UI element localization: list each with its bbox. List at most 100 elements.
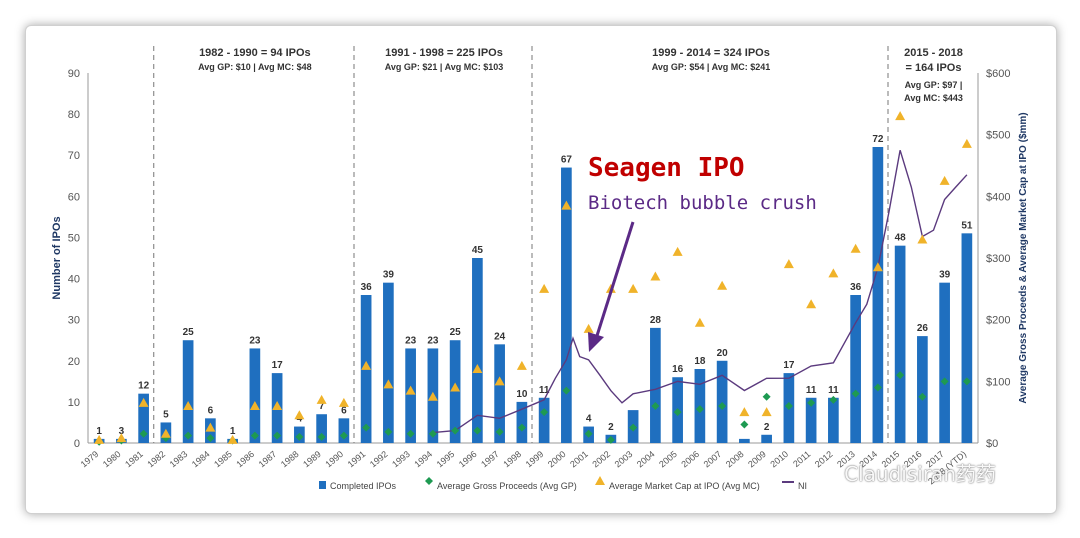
gp-marker xyxy=(317,432,326,441)
x-tick-label: 1991 xyxy=(346,449,368,470)
bar-value-label: 67 xyxy=(561,155,573,166)
y-tick-label: 70 xyxy=(68,150,80,162)
period-label: 1999 - 2014 = 324 IPOs xyxy=(652,47,770,59)
x-tick-label: 1997 xyxy=(479,449,501,470)
gp-marker xyxy=(184,431,193,440)
bar-value-label: 23 xyxy=(249,335,261,346)
legend-label: Average Gross Proceeds (Avg GP) xyxy=(437,481,577,491)
x-tick-label: 1998 xyxy=(501,449,523,470)
gp-marker xyxy=(651,402,660,410)
bar-value-label: 5 xyxy=(163,409,169,420)
annotation-arrow-line xyxy=(593,221,635,343)
period-label: 1982 - 1990 = 94 IPOs xyxy=(199,47,311,59)
mc-marker xyxy=(160,428,171,438)
x-tick-label: 1996 xyxy=(457,449,479,470)
gp-marker xyxy=(718,402,727,410)
mc-marker xyxy=(138,397,149,407)
y2-tick-label: $500 xyxy=(986,130,1010,142)
bar-value-label: 23 xyxy=(427,335,439,346)
x-tick-label: 1979 xyxy=(79,449,101,470)
y-axis-label: Number of IPOs xyxy=(51,216,63,299)
gp-marker xyxy=(695,405,704,414)
bar-value-label: 39 xyxy=(383,270,395,281)
ipo-chart: 0 10 20 30 40 50 60 70 80 90 $0 $100 $200 $300 $400 $50… xyxy=(51,46,1029,491)
gp-marker xyxy=(829,395,838,404)
mc-marker xyxy=(628,283,639,293)
x-tick-label: 1986 xyxy=(234,449,256,470)
mc-marker xyxy=(872,262,883,272)
gp-marker xyxy=(406,429,415,438)
bar-value-label: 20 xyxy=(717,348,729,359)
bar-value-label: 10 xyxy=(516,389,528,400)
bar-value-label: 51 xyxy=(961,220,973,231)
mc-marker xyxy=(361,360,372,370)
mc-marker xyxy=(249,401,260,410)
bar xyxy=(516,401,528,443)
bar xyxy=(850,295,861,443)
x-tick-label: 1990 xyxy=(323,449,345,470)
mc-marker xyxy=(427,391,438,401)
mc-marker xyxy=(917,234,928,244)
bar-value-label: 26 xyxy=(917,323,929,334)
bar xyxy=(917,336,928,443)
mc-marker xyxy=(561,200,572,210)
x-tick-label: 1989 xyxy=(301,449,323,470)
x-tick-label: 2001 xyxy=(568,449,590,470)
x-tick-label: 2009 xyxy=(746,449,768,470)
bar-value-label: 6 xyxy=(341,405,347,416)
mc-marker xyxy=(717,280,728,290)
bar-value-label: 6 xyxy=(208,405,214,416)
bar-value-label: 11 xyxy=(806,385,817,396)
x-tick-label: 1995 xyxy=(435,449,457,470)
x-tick-label: 1992 xyxy=(368,449,390,470)
gp-marker xyxy=(762,392,771,401)
gp-marker xyxy=(362,423,371,432)
mc-marker xyxy=(516,360,527,370)
y-tick-label: 20 xyxy=(68,356,80,368)
gp-marker xyxy=(206,434,215,443)
bar xyxy=(472,258,483,443)
mc-marker xyxy=(472,364,483,373)
bar-value-label: 4 xyxy=(586,414,592,425)
mc-marker xyxy=(94,434,105,444)
gp-marker xyxy=(851,389,860,398)
gp-marker xyxy=(428,429,437,438)
bar xyxy=(939,282,950,443)
x-tick-label: 2004 xyxy=(635,449,657,470)
annotation-arrowhead xyxy=(588,332,604,352)
mc-marker xyxy=(783,259,794,269)
mc-marker xyxy=(450,382,461,392)
x-tick-label: 2007 xyxy=(702,449,724,470)
bar-value-label: 17 xyxy=(272,360,284,371)
y-tick-label: 40 xyxy=(68,274,80,286)
x-tick-label: 1987 xyxy=(257,449,279,470)
bar-value-label: 45 xyxy=(472,245,484,256)
y2-tick-label: $300 xyxy=(986,253,1010,265)
mc-marker xyxy=(650,271,661,281)
bar-value-label: 2 xyxy=(608,422,614,433)
gp-marker xyxy=(451,426,460,435)
gp-marker xyxy=(473,426,482,435)
x-tick-label: 2011 xyxy=(791,449,812,469)
mc-marker xyxy=(850,243,861,253)
period-sublabel: Avg GP: $97 | xyxy=(905,80,963,90)
mc-marker xyxy=(272,401,283,410)
legend-label: NI xyxy=(798,481,807,491)
mc-marker xyxy=(961,138,972,148)
x-tick-label: 2008 xyxy=(724,449,746,470)
gp-marker xyxy=(295,432,304,441)
bar-value-label: 11 xyxy=(539,385,550,396)
mc-marker xyxy=(694,317,705,327)
bar xyxy=(961,233,973,443)
x-tick-label: 2006 xyxy=(679,449,701,470)
bar-value-label: 48 xyxy=(895,233,907,244)
bar xyxy=(182,340,194,443)
gp-marker xyxy=(606,435,615,444)
bar-value-label: 3 xyxy=(119,426,125,437)
bar-value-label: 17 xyxy=(783,360,795,371)
mc-marker xyxy=(494,376,505,386)
bar xyxy=(805,397,817,443)
x-tick-label: 1980 xyxy=(101,449,123,470)
gp-marker xyxy=(540,408,549,417)
legend-swatch-mc xyxy=(595,476,605,485)
